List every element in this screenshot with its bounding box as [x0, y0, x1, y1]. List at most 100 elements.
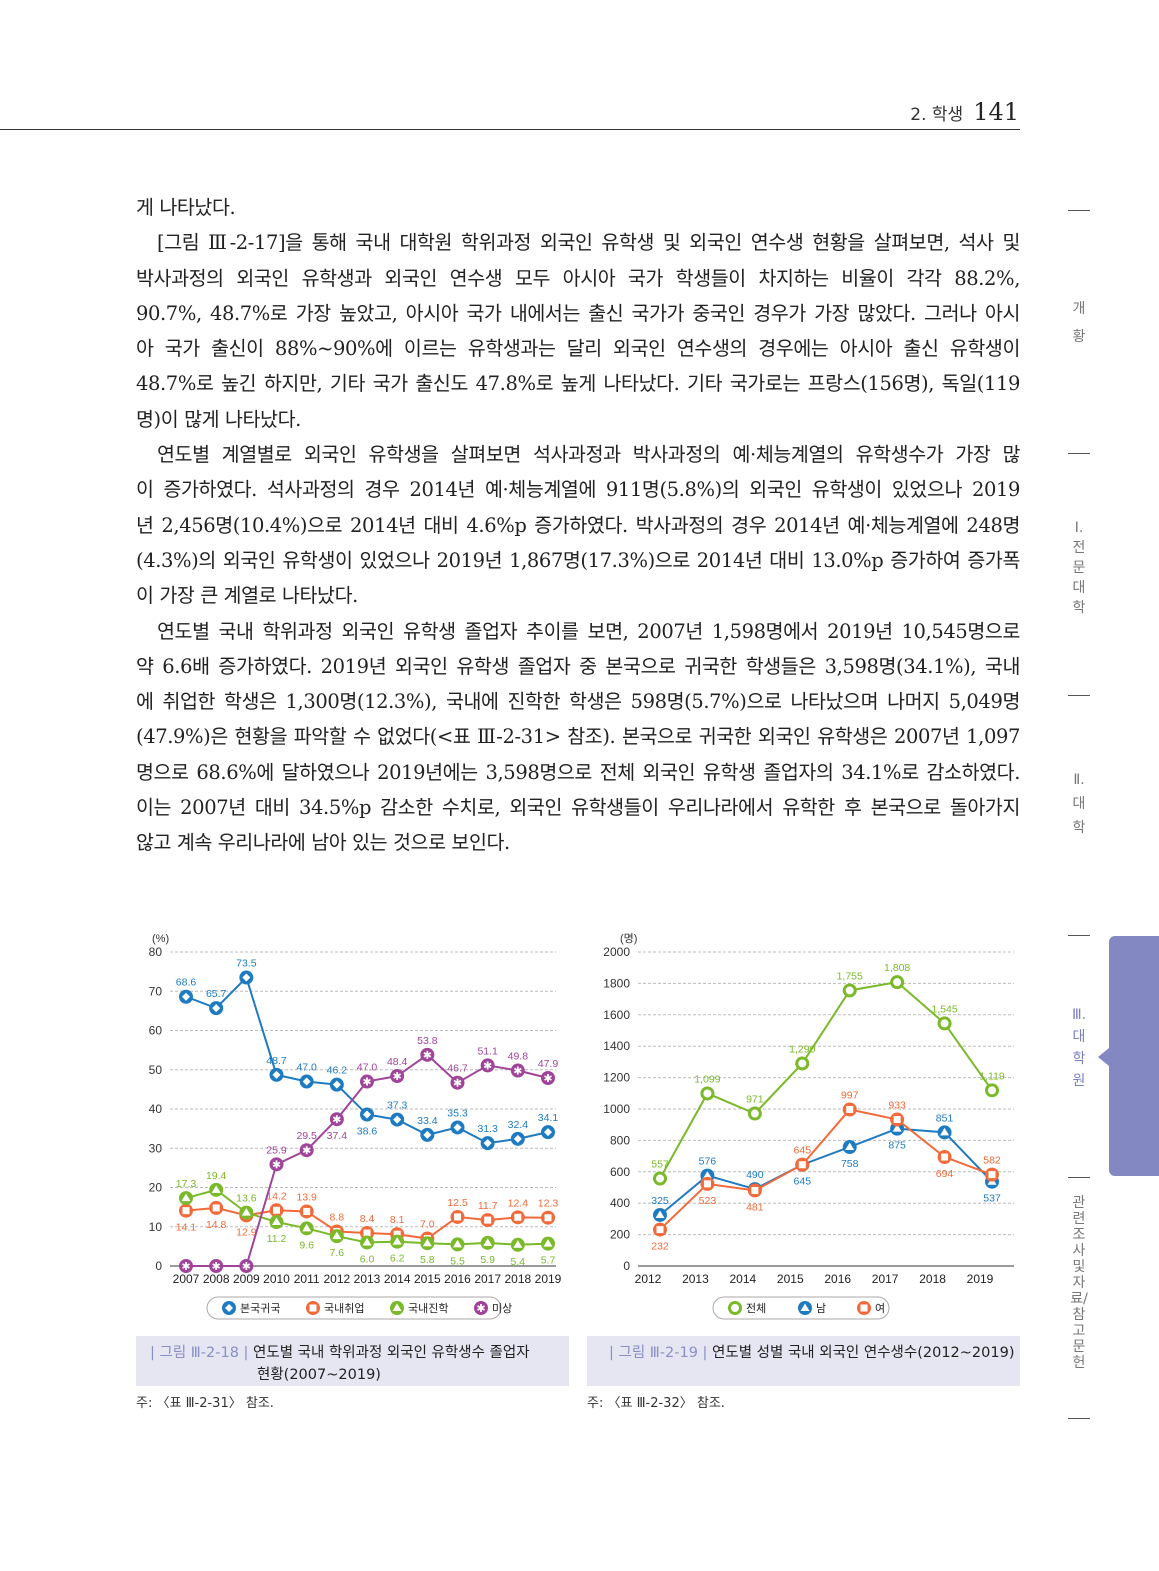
- x-tick-label: 2008: [203, 1272, 230, 1286]
- data-point-inner: [751, 1186, 759, 1194]
- data-point-inner: [845, 1142, 855, 1150]
- page-header: 2. 학생 141: [910, 98, 1019, 126]
- text-line: 48.7%로 높긴 하지만, 기타 국가 출신도 47.8%로 높게 나타났다.…: [136, 372, 1020, 396]
- data-label: 5.8: [420, 1254, 435, 1266]
- data-label: 11.2: [267, 1233, 287, 1245]
- side-nav-university[interactable]: Ⅱ. 대 학: [1072, 772, 1086, 836]
- data-label: 5.5: [450, 1255, 465, 1267]
- page-number: 141: [973, 98, 1019, 126]
- data-label: 6.2: [390, 1253, 405, 1265]
- text-line: 약 6.6배 증가하였다. 2019년 외국인 유학생 졸업자 중 본국으로 귀…: [136, 654, 1020, 678]
- data-point-inner: [423, 1052, 432, 1058]
- data-point-inner: [988, 1086, 996, 1095]
- data-label: 14.1: [176, 1222, 197, 1234]
- x-tick-label: 2012: [635, 1272, 662, 1286]
- x-tick-label: 2007: [173, 1272, 200, 1286]
- x-tick-label: 2014: [384, 1272, 411, 1286]
- data-label: 1,545: [931, 1003, 957, 1015]
- text-line: [그림 Ⅲ-2-17]을 통해 국내 대학원 학위과정 외국인 유학생 및 외국…: [157, 231, 1020, 255]
- side-nav-references[interactable]: 관련조사 및 자료/참고문헌: [1070, 1195, 1088, 1371]
- data-point-inner: [513, 1240, 523, 1248]
- text-line: 연도별 국내 학위과정 외국인 유학생 졸업자 추이를 보면, 2007년 1,…: [157, 619, 1020, 643]
- data-label: 645: [794, 1176, 812, 1188]
- data-point-inner: [454, 1213, 461, 1221]
- data-point-inner: [513, 1134, 522, 1143]
- data-point-inner: [483, 1139, 492, 1148]
- data-label: 29.5: [296, 1130, 317, 1142]
- y-tick-label: 1600: [603, 1008, 630, 1022]
- data-label: 8.8: [330, 1211, 345, 1223]
- y-tick-label: 30: [149, 1141, 163, 1155]
- data-label: 758: [841, 1158, 859, 1170]
- data-label: 8.4: [360, 1213, 375, 1225]
- data-point-inner: [750, 1109, 759, 1118]
- y-tick-label: 200: [610, 1228, 630, 1242]
- data-label: 11.7: [478, 1200, 498, 1212]
- x-tick-label: 2016: [444, 1272, 471, 1286]
- x-tick-label: 2019: [535, 1272, 562, 1286]
- data-point-inner: [332, 1231, 342, 1240]
- data-point-inner: [655, 1210, 665, 1218]
- text-line: 명으로 68.6%에 달하였으나 2019년에는 3,598명으로 전체 외국인…: [136, 760, 1020, 784]
- data-point-inner: [798, 1161, 806, 1169]
- data-label: 14.2: [266, 1190, 287, 1202]
- figure-note: 주: 〈표 Ⅲ-2-32〉 참조.: [587, 1396, 725, 1411]
- chart-trainees-by-gender: (명) 0 200 400 600 800 1000 1200 1400 1600 1800 2000…: [603, 932, 1014, 1320]
- data-label: 537: [983, 1193, 1001, 1205]
- x-tick-label: 2009: [233, 1272, 260, 1286]
- data-label: 6.0: [360, 1253, 375, 1265]
- x-tick-label: 2010: [263, 1272, 290, 1286]
- data-point-inner: [845, 986, 854, 995]
- data-label: 7.0: [420, 1219, 435, 1231]
- y-tick-label: 10: [149, 1220, 163, 1234]
- y-tick-label: 60: [149, 1024, 163, 1038]
- chart-graduates-status: (%) 0 10 20 30 40 50 60 70 80 2007 2008 2009 2010 2011…: [149, 933, 562, 1320]
- data-point-inner: [393, 1115, 402, 1124]
- text-line: 90.7%, 48.7%로 가장 높았고, 아시아 국가 내에서는 출신 국가가…: [136, 301, 1020, 325]
- data-label: 38.6: [357, 1125, 378, 1137]
- figure-label: | 그림 Ⅲ-2-19 |: [609, 1345, 708, 1361]
- text-line: 이 증가하였다. 석사과정의 경우 2014년 예·체능계열에 911명(5.8…: [136, 478, 1020, 502]
- y-tick-label: 20: [149, 1181, 163, 1195]
- legend-marker-icon-inner: [731, 1304, 739, 1312]
- data-point-inner: [656, 1226, 664, 1234]
- data-point-inner: [544, 1075, 552, 1081]
- divider: [1068, 210, 1090, 211]
- figure-title-cont: 현황(2007~2019): [257, 1367, 381, 1383]
- unit-label: (명): [620, 932, 637, 945]
- data-label: 694: [936, 1168, 954, 1180]
- legend: [206, 1296, 502, 1320]
- data-point-inner: [272, 1161, 281, 1168]
- active-chapter-tab: [1098, 936, 1159, 1176]
- x-tick-label: 2018: [504, 1272, 531, 1286]
- divider: [1068, 453, 1090, 454]
- x-tick-label: 2013: [682, 1272, 709, 1286]
- data-point-inner: [182, 992, 190, 1001]
- x-tick-label: 2017: [474, 1272, 501, 1286]
- figure-title: 연도별 성별 국내 외국인 연수생수(2012~2019): [712, 1345, 1015, 1361]
- data-label: 5.9: [480, 1254, 495, 1266]
- y-tick-label: 1800: [603, 976, 630, 990]
- series-line: [659, 1108, 993, 1231]
- side-nav-graduate-school[interactable]: Ⅲ. 대학원: [1071, 1007, 1087, 1089]
- data-point-inner: [272, 1070, 281, 1079]
- figure-label: | 그림 Ⅲ-2-18 |: [150, 1345, 249, 1361]
- legend-label: 본국귀국: [240, 1302, 280, 1315]
- data-point-inner: [362, 1237, 372, 1246]
- text-line: 에 취업한 학생은 1,300명(12.3%), 국내에 진학한 학생은 598…: [136, 690, 1020, 714]
- data-label: 34.1: [538, 1112, 559, 1124]
- side-nav-overview[interactable]: 개 황: [1072, 301, 1086, 345]
- legend-marker-icon-inner: [477, 1305, 485, 1311]
- side-nav-junior-college[interactable]: Ⅰ. 전문대학: [1072, 520, 1086, 616]
- data-point-inner: [846, 1105, 854, 1113]
- series-미상: 25.9 29.5 37.4 47.0 48.4 53.8 46.7 51.1 49.8 47.9: [179, 1035, 558, 1273]
- text-line: 박사과정의 외국인 유학생과 외국인 연수생 모두 아시아 국가 학생들이 차지…: [136, 266, 1020, 290]
- data-label: 325: [651, 1195, 669, 1207]
- data-point-inner: [302, 1147, 311, 1153]
- data-label: 31.3: [477, 1123, 498, 1135]
- text-line: 명)이 많게 나타났다.: [136, 407, 301, 431]
- figure-title: 연도별 국내 학위과정 외국인 유학생수 졸업자: [253, 1345, 530, 1361]
- data-label: 7.6: [330, 1247, 345, 1259]
- data-label: 13.9: [296, 1191, 317, 1203]
